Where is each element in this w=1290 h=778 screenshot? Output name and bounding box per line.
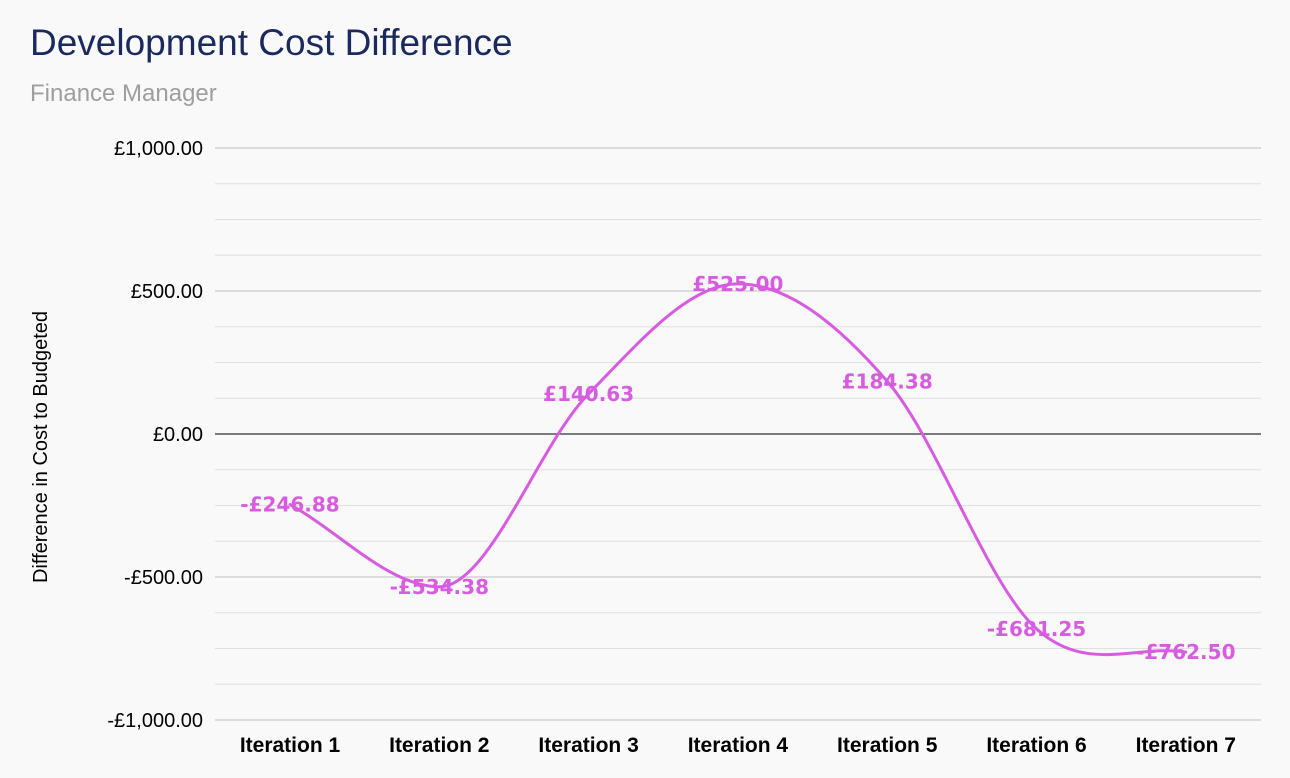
series-line [288,282,1188,656]
data-label: -£762.50 [1136,640,1235,664]
data-label: £525.00 [692,272,783,296]
x-tick-label: Iteration 6 [986,734,1086,757]
x-tick-label: Iteration 1 [240,734,341,757]
data-label: £184.38 [842,369,933,393]
x-axis-ticks: Iteration 1 Iteration 2 Iteration 3 Iterati… [240,734,1236,757]
x-tick-label: Iteration 7 [1136,734,1236,757]
data-label: -£681.25 [987,617,1086,641]
data-label: -£534.38 [390,575,489,599]
chart-subtitle: Finance Manager [30,80,217,107]
y-axis-label: Difference in Cost to Budgeted [30,311,52,583]
y-tick-label: £0.00 [153,424,203,446]
chart-title: Development Cost Difference [30,22,513,63]
y-axis-ticks: £1,000.00 £500.00 £0.00 -£500.00 -£1,000.00 [107,138,203,732]
y-tick-label: -£1,000.00 [107,710,203,732]
x-tick-label: Iteration 5 [837,734,938,757]
data-labels: -£246.88 -£534.38 £140.63 £525.00 £184.38 -£6… [240,272,1235,664]
y-tick-label: £500.00 [131,281,203,303]
y-tick-label: -£500.00 [124,567,203,589]
y-tick-label: £1,000.00 [114,138,203,160]
data-label: £140.63 [543,382,634,406]
series-layer [288,282,1188,656]
x-tick-label: Iteration 4 [688,734,789,757]
data-label: -£246.88 [240,493,339,517]
gridlines [215,147,1261,721]
x-tick-label: Iteration 3 [538,734,638,757]
x-tick-label: Iteration 2 [389,734,489,757]
